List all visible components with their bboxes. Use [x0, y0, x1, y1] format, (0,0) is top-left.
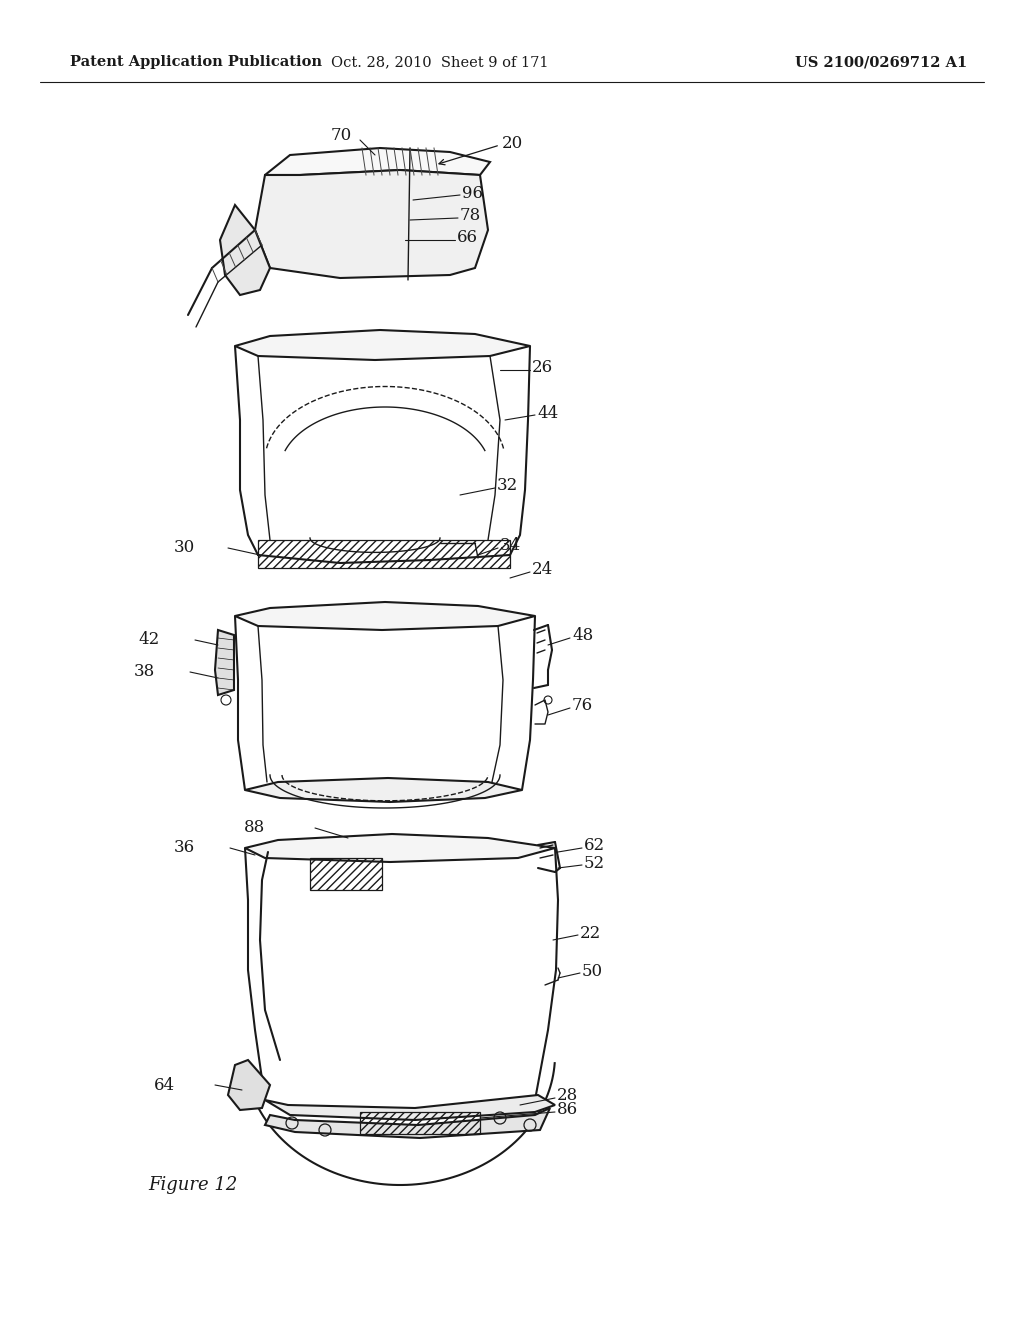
Bar	[310, 858, 382, 890]
Text: 48: 48	[572, 627, 593, 644]
Polygon shape	[265, 1096, 555, 1119]
Text: 62: 62	[584, 837, 605, 854]
Text: 28: 28	[557, 1088, 579, 1105]
Text: 36: 36	[174, 840, 195, 857]
Text: 88: 88	[244, 820, 265, 837]
Text: Patent Application Publication: Patent Application Publication	[70, 55, 322, 69]
Text: 76: 76	[572, 697, 593, 714]
Bar	[360, 1111, 480, 1134]
Polygon shape	[245, 834, 555, 862]
Text: 86: 86	[557, 1101, 579, 1118]
Text: 30: 30	[174, 540, 195, 557]
Bar	[258, 540, 510, 568]
Polygon shape	[215, 630, 234, 696]
Text: US 2100/0269712 A1: US 2100/0269712 A1	[795, 55, 968, 69]
Text: Oct. 28, 2010  Sheet 9 of 171: Oct. 28, 2010 Sheet 9 of 171	[331, 55, 549, 69]
Text: 66: 66	[457, 230, 478, 247]
Polygon shape	[265, 1107, 550, 1138]
Polygon shape	[228, 1060, 270, 1110]
Polygon shape	[234, 602, 535, 630]
Polygon shape	[220, 205, 270, 294]
Text: 64: 64	[154, 1077, 175, 1093]
Text: 22: 22	[580, 924, 601, 941]
Polygon shape	[265, 148, 490, 176]
Text: 78: 78	[460, 207, 481, 224]
Text: 34: 34	[500, 537, 521, 554]
Text: 24: 24	[532, 561, 553, 578]
Text: 38: 38	[134, 664, 155, 681]
Text: 20: 20	[502, 135, 523, 152]
Text: Figure 12: Figure 12	[148, 1176, 238, 1195]
Polygon shape	[234, 330, 530, 360]
Text: 52: 52	[584, 854, 605, 871]
Text: 44: 44	[537, 404, 558, 421]
Text: 70: 70	[331, 127, 352, 144]
Text: 50: 50	[582, 962, 603, 979]
Text: 96: 96	[462, 185, 483, 202]
Text: 42: 42	[138, 631, 160, 648]
Polygon shape	[255, 170, 488, 279]
Text: 32: 32	[497, 478, 518, 495]
Polygon shape	[245, 777, 522, 803]
Text: 26: 26	[532, 359, 553, 376]
